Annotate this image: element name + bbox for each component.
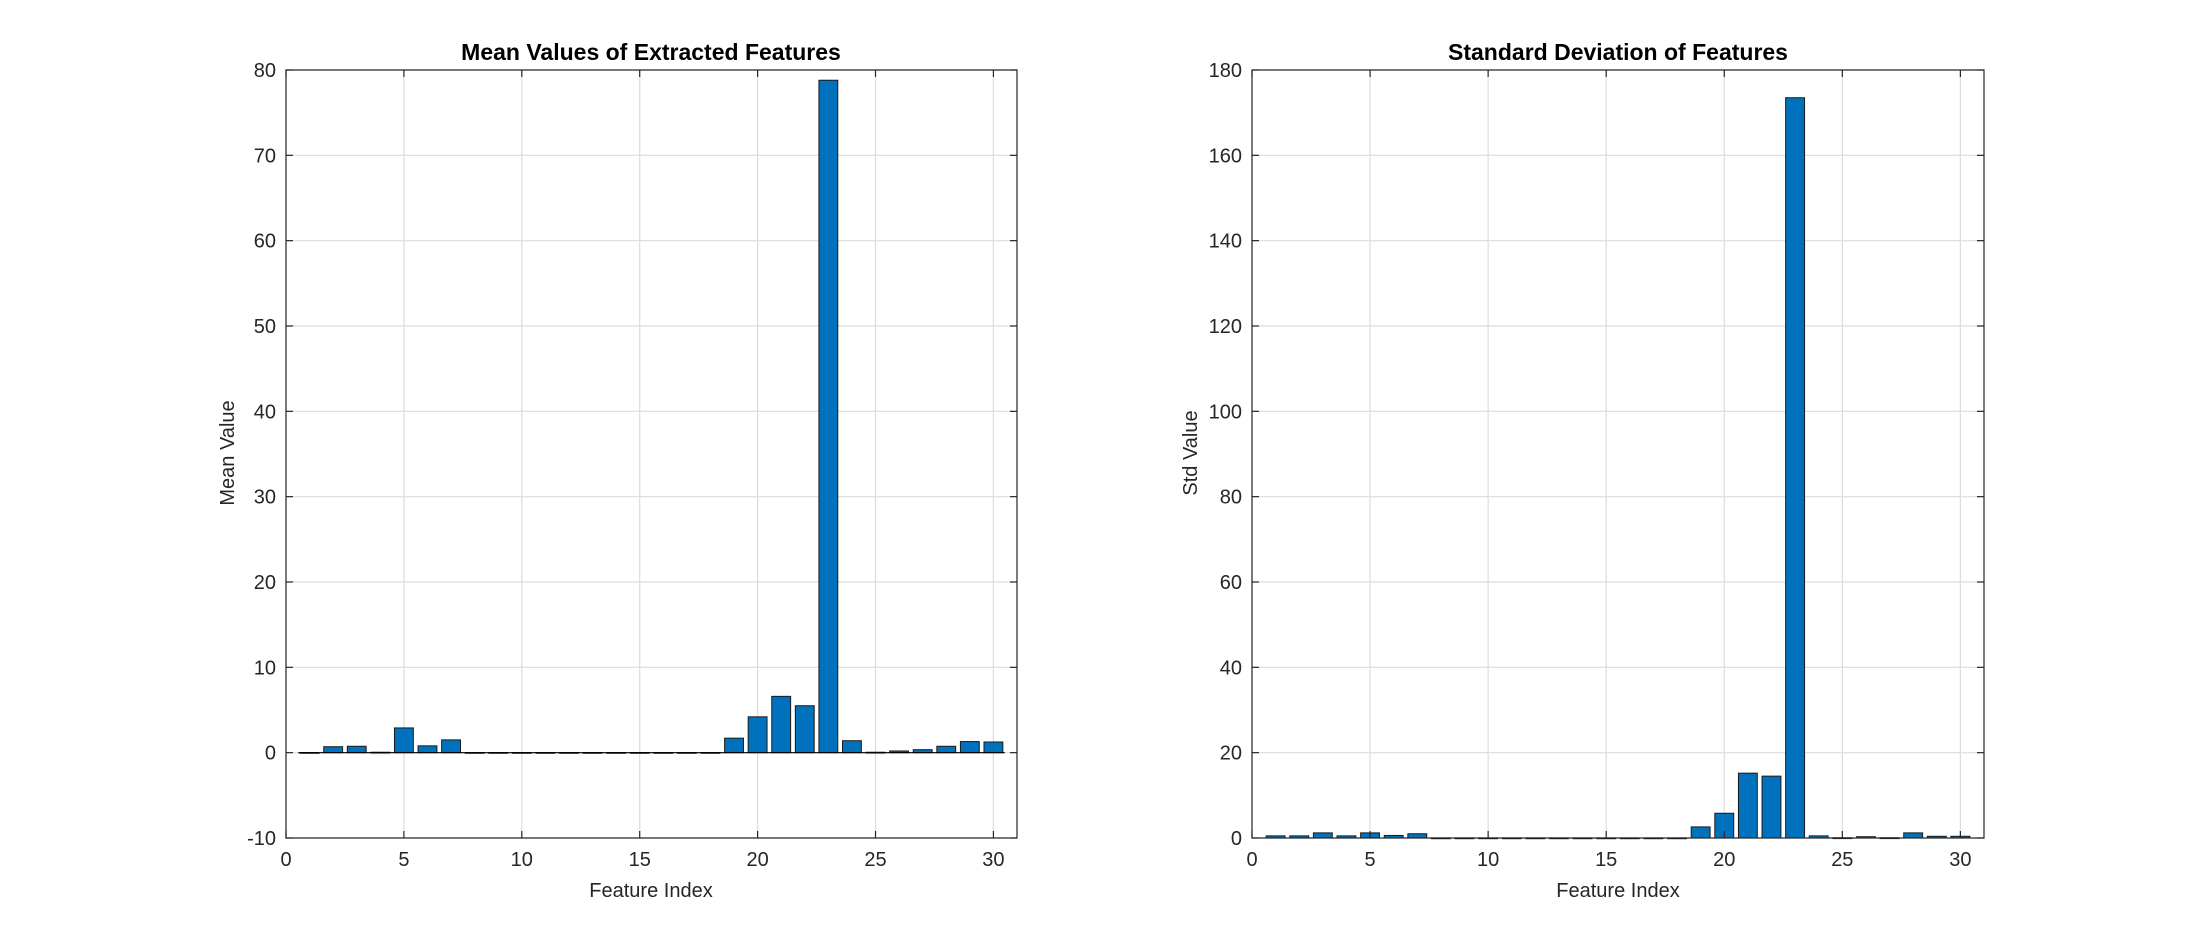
- x-tick-label: 10: [1477, 849, 1499, 871]
- bar: [842, 740, 862, 754]
- bar: [983, 741, 1004, 754]
- y-tick-label: -10: [247, 828, 276, 850]
- bar: [818, 79, 839, 754]
- bar: [1737, 772, 1758, 839]
- y-tick-label: 100: [1209, 401, 1242, 423]
- y-tick-label: 0: [1231, 828, 1242, 850]
- bar: [771, 695, 792, 754]
- bars: [1265, 97, 1971, 840]
- y-tick-label: 80: [1220, 487, 1242, 509]
- bar: [323, 746, 344, 754]
- x-tick-label: 5: [1365, 849, 1376, 871]
- x-tick-label: 25: [864, 849, 886, 871]
- axes: 0 5 10 15 20 25 30 0 20 40 60 80 100 120 140 160 180: [1209, 60, 1985, 871]
- x-axis-label: Feature Index: [589, 880, 712, 902]
- axes-box: [285, 69, 1018, 839]
- x-tick-label: 30: [982, 849, 1004, 871]
- y-axis-label: Mean Value: [217, 400, 239, 505]
- y-tick-label: 60: [254, 231, 276, 253]
- x-axis-label: Feature Index: [1556, 880, 1679, 902]
- y-tick-label: 30: [254, 487, 276, 509]
- mean-values-chart: Mean Values of Extracted Features Featur…: [217, 39, 1018, 902]
- y-tick-label: 50: [254, 316, 276, 338]
- y-tick-label: 180: [1209, 60, 1242, 82]
- y-tick-label: 20: [1220, 743, 1242, 765]
- x-tick-label: 15: [1595, 849, 1617, 871]
- x-tick-label: 30: [1949, 849, 1971, 871]
- bar: [724, 737, 744, 754]
- bar: [441, 739, 461, 754]
- bar: [346, 745, 367, 754]
- x-tick-label: 20: [746, 849, 768, 871]
- y-axis-label: Std Value: [1180, 410, 1202, 495]
- x-tick-label: 10: [511, 849, 533, 871]
- y-tick-label: 160: [1209, 145, 1242, 167]
- axes-box: [1251, 69, 1985, 839]
- bar: [393, 727, 414, 754]
- y-tick-label: 40: [254, 401, 276, 423]
- y-tick-label: 70: [254, 145, 276, 167]
- y-tick-label: 40: [1220, 657, 1242, 679]
- x-tick-label: 5: [398, 849, 409, 871]
- x-tick-label: 25: [1831, 849, 1853, 871]
- x-tick-label: 15: [629, 849, 651, 871]
- bars: [298, 79, 1005, 754]
- bar: [1690, 826, 1711, 839]
- x-tick-label: 0: [1246, 849, 1257, 871]
- bar: [1903, 832, 1924, 839]
- grid-lines: [285, 69, 1017, 839]
- y-tick-label: 140: [1209, 231, 1242, 253]
- y-tick-label: 0: [265, 743, 276, 765]
- y-tick-label: 60: [1220, 572, 1242, 594]
- bar: [1312, 832, 1333, 839]
- bar: [959, 741, 980, 754]
- x-tick-label: 0: [280, 849, 291, 871]
- y-tick-label: 120: [1209, 316, 1242, 338]
- chart-title: Standard Deviation of Features: [1448, 39, 1788, 65]
- bar: [1407, 833, 1428, 839]
- bar: [417, 745, 438, 754]
- std-values-chart: Standard Deviation of Features Feature I…: [1180, 39, 1985, 902]
- y-tick-label: 20: [254, 572, 276, 594]
- bar: [1785, 97, 1806, 839]
- bar: [747, 716, 768, 754]
- grid-lines: [1251, 69, 1984, 839]
- bar: [1761, 775, 1782, 839]
- x-tick-label: 20: [1713, 849, 1735, 871]
- y-tick-label: 10: [254, 657, 276, 679]
- bar: [794, 705, 815, 754]
- y-tick-label: 80: [254, 60, 276, 82]
- chart-title: Mean Values of Extracted Features: [461, 39, 841, 65]
- bar: [936, 745, 957, 754]
